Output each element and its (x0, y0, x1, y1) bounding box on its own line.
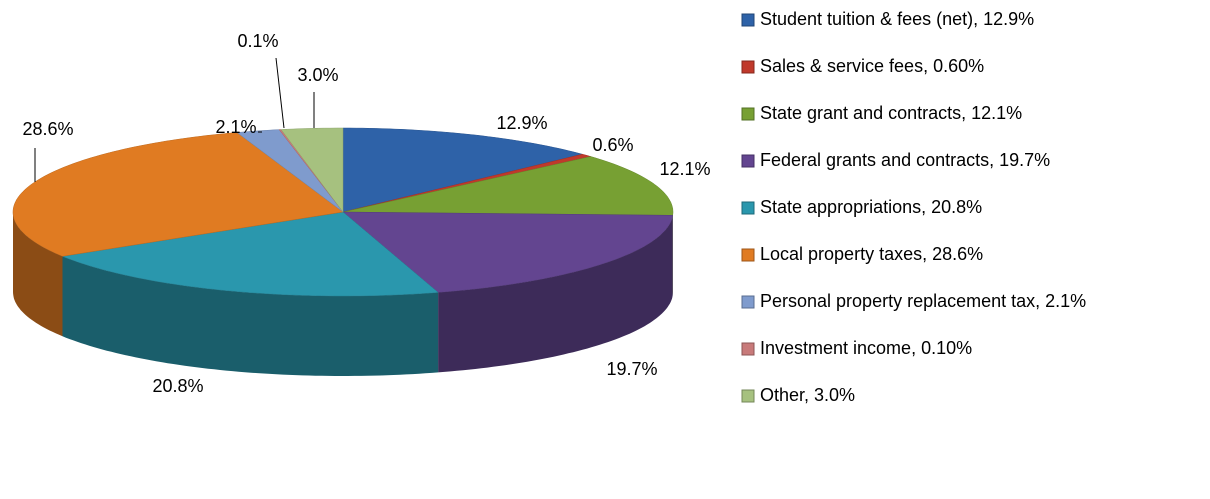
legend-swatch (741, 107, 755, 121)
legend-swatch (741, 342, 755, 356)
slice-side (438, 215, 673, 373)
slice (280, 127, 344, 213)
legend-swatch (741, 154, 755, 168)
slice (342, 211, 673, 293)
legend-label: Personal property replacement tax, 2.1% (760, 291, 1086, 311)
legend-label: Other, 3.0% (760, 385, 855, 405)
legend-swatch (741, 201, 755, 215)
data-label: 12.1% (659, 159, 710, 179)
data-label: 19.7% (606, 359, 657, 379)
legend-swatch (741, 60, 755, 74)
legend-swatch (741, 13, 755, 27)
legend-swatch (741, 295, 755, 309)
data-label: 2.1% (215, 117, 256, 137)
slice (12, 132, 344, 257)
data-label: 0.6% (592, 135, 633, 155)
legend-label: Local property taxes, 28.6% (760, 244, 983, 264)
data-label: 3.0% (297, 65, 338, 85)
slice (342, 127, 583, 213)
data-label: 28.6% (22, 119, 73, 139)
legend-swatch (741, 389, 755, 403)
slice (236, 129, 344, 213)
slice-side (13, 212, 63, 337)
legend-label: State grant and contracts, 12.1% (760, 103, 1022, 123)
slice (61, 211, 439, 297)
legend-label: Federal grants and contracts, 19.7% (760, 150, 1050, 170)
data-label: 20.8% (152, 376, 203, 396)
slice (342, 156, 674, 216)
slice-side (62, 256, 439, 376)
legend-label: Investment income, 0.10% (760, 338, 972, 358)
legend-label: State appropriations, 20.8% (760, 197, 982, 217)
leader-line (275, 57, 285, 129)
legend-label: Student tuition & fees (net), 12.9% (760, 9, 1034, 29)
data-label: 12.9% (496, 113, 547, 133)
legend-swatch (741, 248, 755, 262)
legend-label: Sales & service fees, 0.60% (760, 56, 984, 76)
data-label: 0.1% (237, 31, 278, 51)
